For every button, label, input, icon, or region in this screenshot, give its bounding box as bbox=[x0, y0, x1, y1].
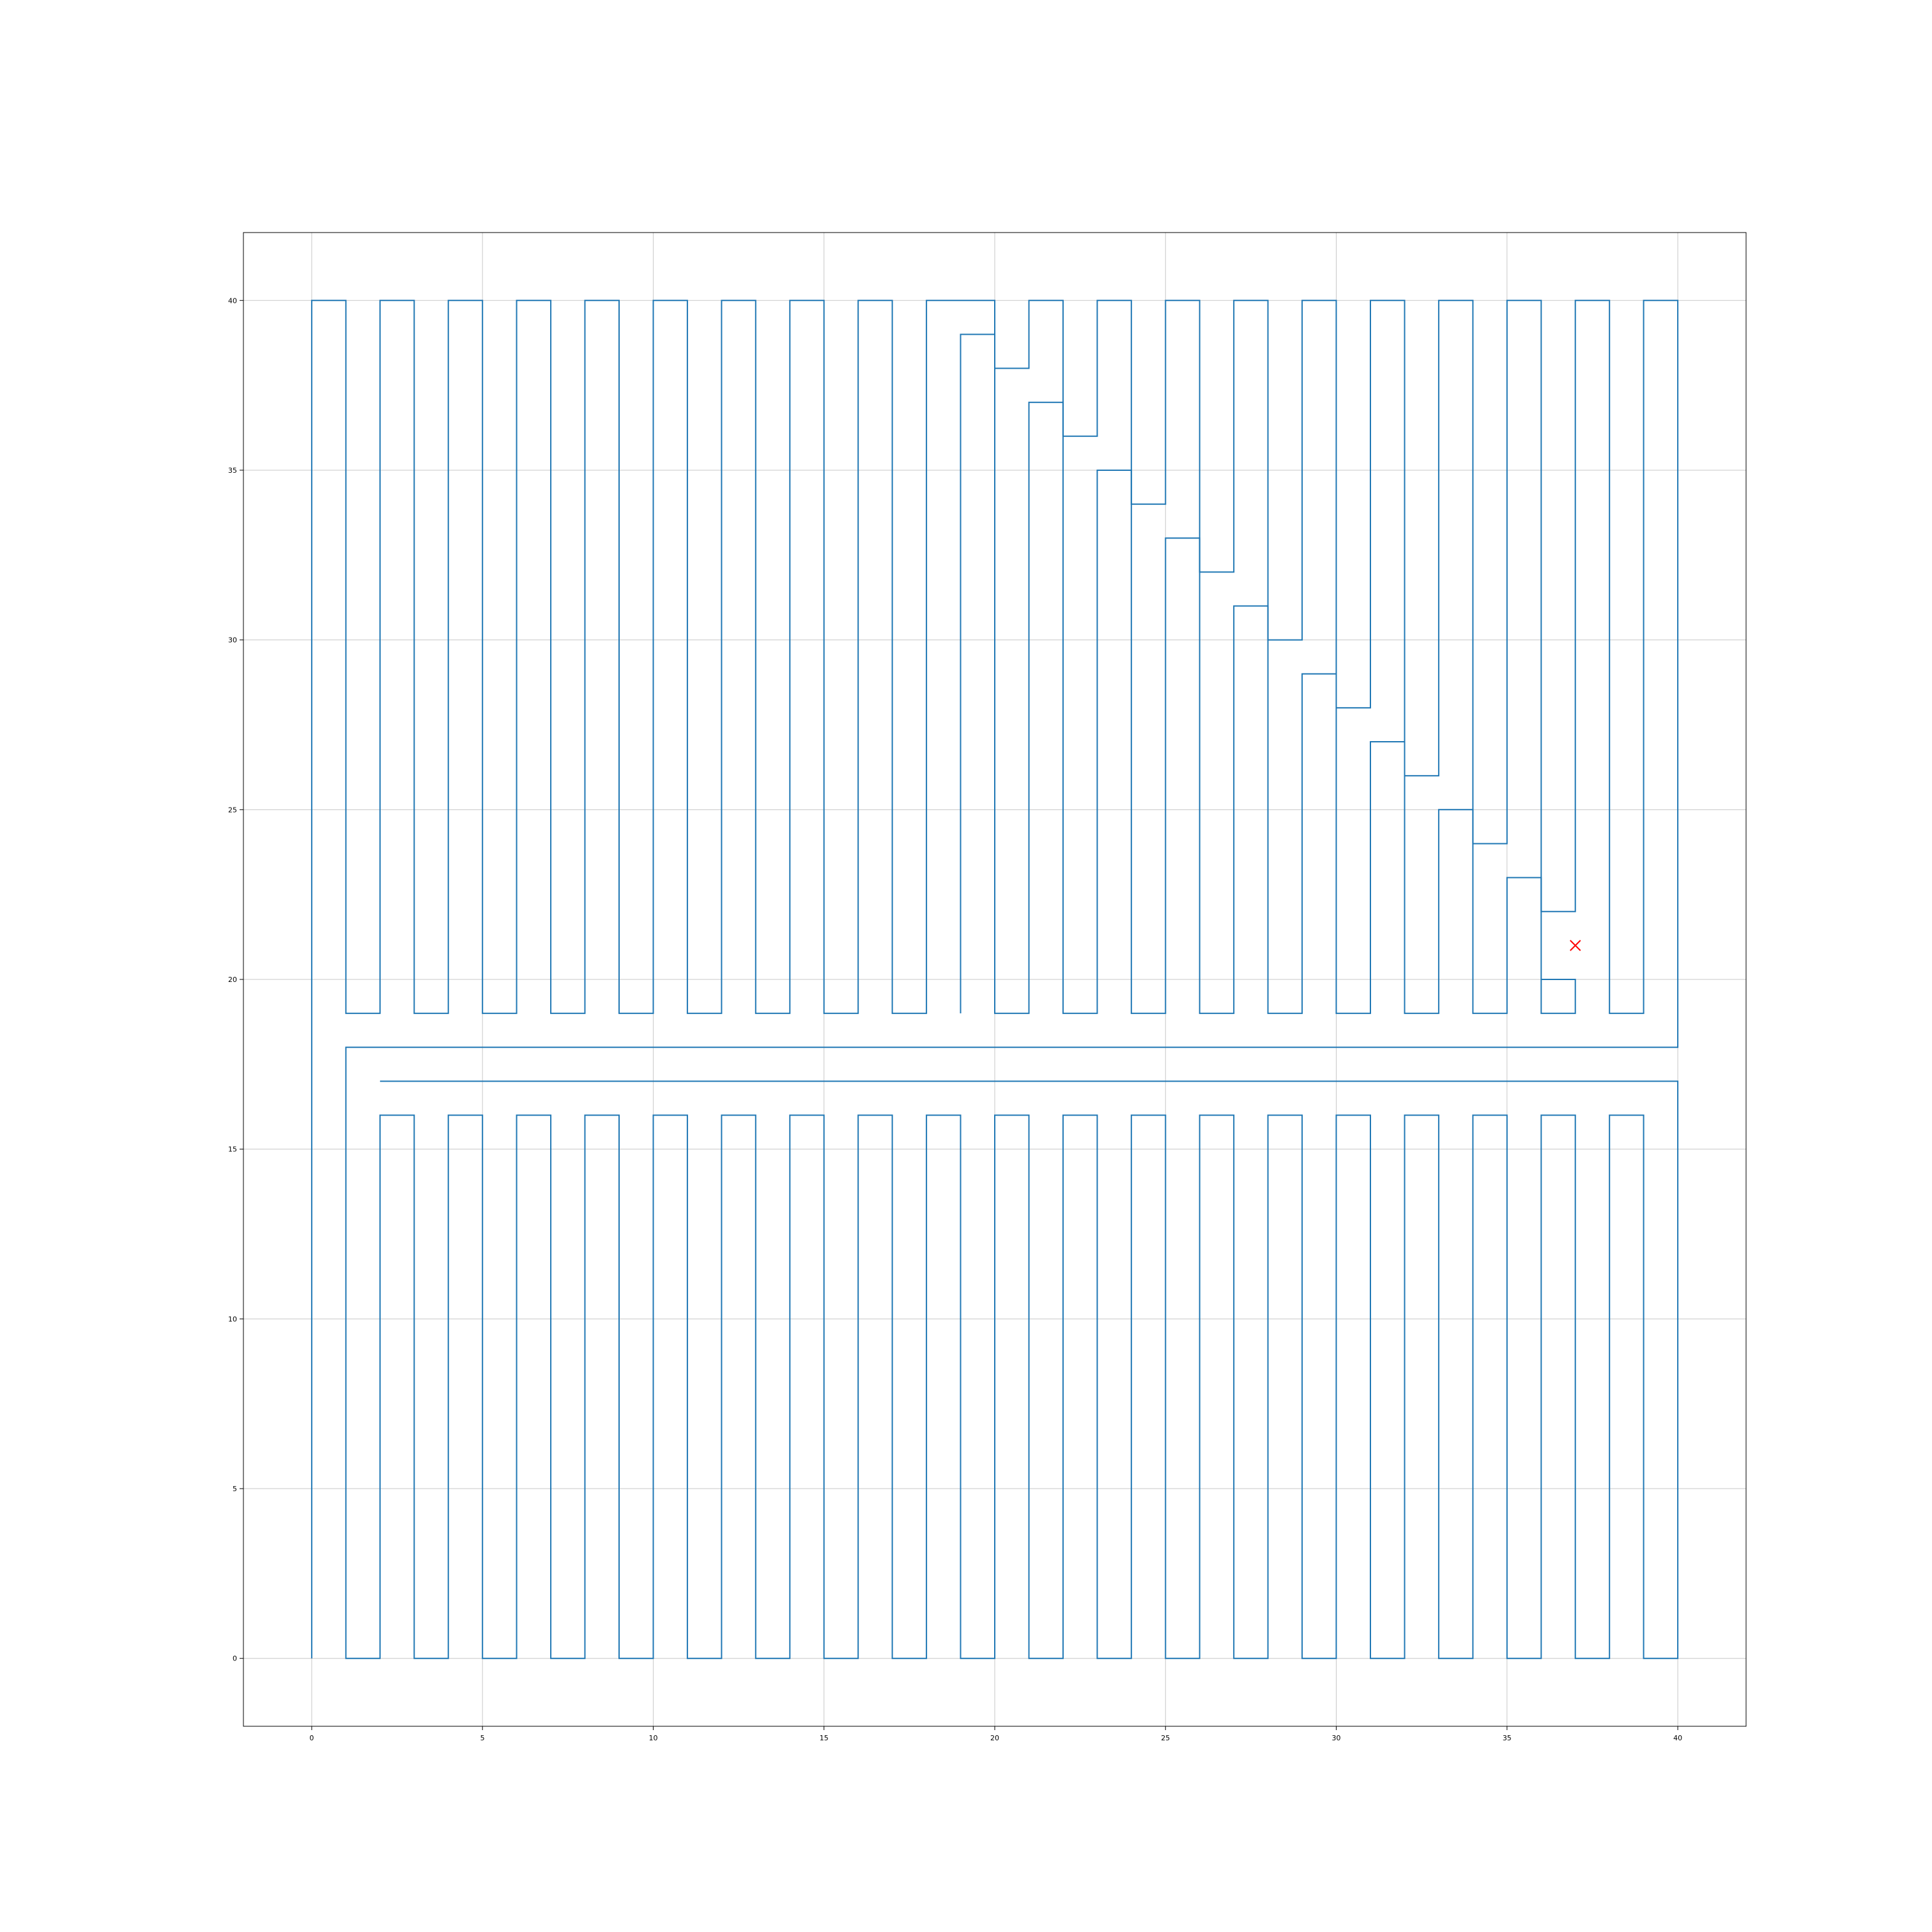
plot-series bbox=[310, 300, 1679, 1659]
path-series-2 bbox=[960, 334, 1576, 1015]
y-tick-label: 40 bbox=[228, 296, 237, 305]
y-tick-label: 10 bbox=[228, 1315, 237, 1323]
y-axis-ticks: 0 5 10 15 20 25 30 35 40 bbox=[228, 296, 243, 1663]
y-tick-label: 20 bbox=[228, 976, 237, 984]
x-tick-label: 20 bbox=[990, 1734, 999, 1742]
x-tick-label: 25 bbox=[1161, 1734, 1170, 1742]
x-tick-label: 40 bbox=[1673, 1734, 1682, 1742]
x-tick-label: 15 bbox=[820, 1734, 829, 1742]
y-tick-label: 5 bbox=[233, 1485, 237, 1493]
plot-markers bbox=[1570, 940, 1581, 951]
y-tick-label: 35 bbox=[228, 466, 237, 475]
target-x-marker bbox=[1570, 940, 1581, 951]
x-tick-label: 30 bbox=[1332, 1734, 1341, 1742]
y-tick-label: 15 bbox=[228, 1146, 237, 1154]
y-tick-label: 25 bbox=[228, 806, 237, 814]
x-tick-label: 0 bbox=[309, 1734, 314, 1742]
path-series-1 bbox=[310, 300, 1679, 1659]
x-tick-label: 5 bbox=[480, 1734, 485, 1742]
x-axis-ticks: 0 5 10 15 20 25 30 35 40 bbox=[309, 1726, 1682, 1742]
marker-stroke bbox=[1570, 940, 1581, 951]
y-tick-label: 30 bbox=[228, 636, 237, 645]
x-tick-label: 10 bbox=[648, 1734, 657, 1742]
y-tick-label: 0 bbox=[233, 1655, 237, 1663]
x-tick-label: 35 bbox=[1503, 1734, 1512, 1742]
